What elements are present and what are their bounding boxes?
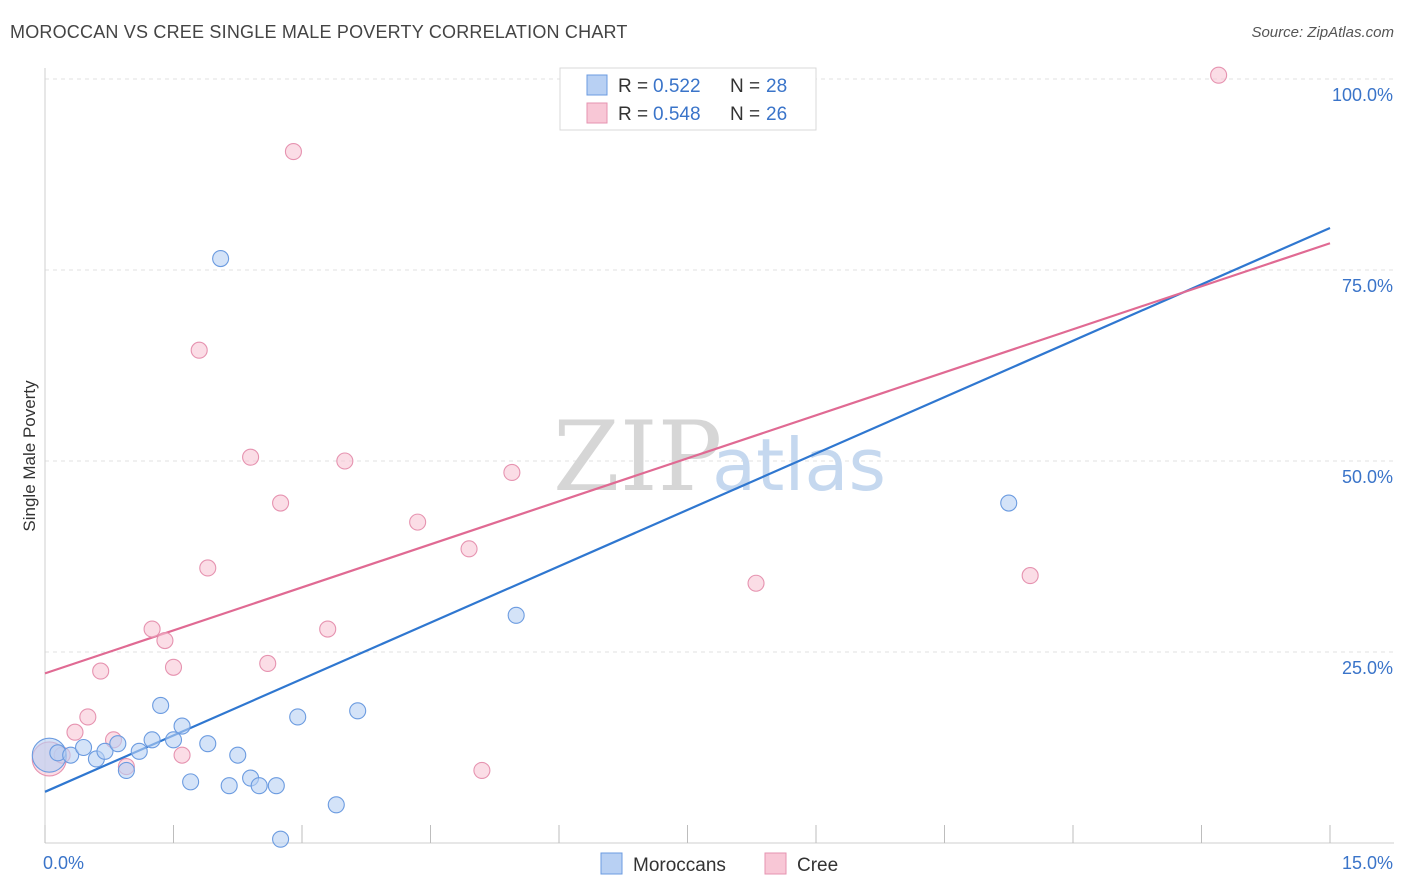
legend-r-value-cree: 0.548 xyxy=(653,104,701,125)
point-cree-22 xyxy=(503,463,521,482)
trend-line-moroccans xyxy=(44,226,1331,793)
point-moroccans-16 xyxy=(220,777,238,795)
bottom-legend-swatch-moroccans xyxy=(600,852,623,875)
point-cree-7 xyxy=(143,620,161,638)
bottom-legend-label-moroccans: Moroccans xyxy=(633,855,726,876)
x-tick-label-0: 0.0% xyxy=(43,853,84,873)
tick-labels: 25.0% 50.0% 75.0% 100.0% 0.0% 15.0% xyxy=(43,85,1393,873)
legend: R = 0.522 N = 28 R = 0.548 N = 26 xyxy=(559,67,817,131)
legend-n-value-moroccans: 28 xyxy=(766,76,787,97)
point-cree-10 xyxy=(173,746,191,764)
point-moroccans-2 xyxy=(62,746,80,764)
point-moroccans-5 xyxy=(96,742,114,760)
grid-layer xyxy=(45,78,1394,653)
point-cree-4 xyxy=(92,662,110,680)
point-moroccans-17 xyxy=(229,746,247,764)
point-moroccans-14 xyxy=(199,735,217,753)
point-cree-18 xyxy=(336,452,354,470)
legend-r-label-moroccans: R = xyxy=(618,76,648,97)
point-cree-8 xyxy=(156,631,174,650)
y-tick-label-0: 25.0% xyxy=(1342,658,1393,678)
legend-r-value-moroccans: 0.522 xyxy=(653,76,701,97)
trend-layer xyxy=(44,226,1331,793)
points-layer xyxy=(31,66,1228,848)
point-moroccans-21 xyxy=(272,830,290,848)
point-moroccans-13 xyxy=(182,773,200,791)
point-moroccans-10 xyxy=(152,696,170,715)
y-tick-label-3: 100.0% xyxy=(1332,85,1393,105)
point-cree-11 xyxy=(190,341,208,359)
point-moroccans-8 xyxy=(130,742,148,760)
x-tick-label-1: 15.0% xyxy=(1342,853,1393,873)
bottom-legend-swatch-cree xyxy=(764,852,787,875)
point-cree-3 xyxy=(79,708,97,726)
point-cree-15 xyxy=(272,494,290,512)
point-moroccans-19 xyxy=(250,777,268,795)
watermark-atlas: atlas xyxy=(712,423,886,507)
point-moroccans-23 xyxy=(327,796,345,814)
point-cree-24 xyxy=(1021,567,1039,585)
point-cree-14 xyxy=(259,654,277,673)
point-cree-9 xyxy=(164,658,183,676)
chart-title: MOROCCAN VS CREE SINGLE MALE POVERTY COR… xyxy=(10,22,628,42)
point-cree-20 xyxy=(460,540,478,558)
point-moroccans-22 xyxy=(289,708,307,726)
point-moroccans-11 xyxy=(164,731,183,749)
point-cree-23 xyxy=(747,574,765,592)
axis-layer xyxy=(44,68,1394,844)
y-axis-title: Single Male Poverty xyxy=(20,380,39,532)
point-moroccans-24 xyxy=(349,702,367,720)
point-moroccans-12 xyxy=(173,717,191,735)
chart-source: Source: ZipAtlas.com xyxy=(1251,24,1394,41)
point-moroccans-3 xyxy=(75,738,93,757)
point-moroccans-27 xyxy=(1000,494,1018,512)
legend-n-label-moroccans: N = xyxy=(730,76,760,97)
point-cree-19 xyxy=(409,513,427,531)
legend-n-value-cree: 26 xyxy=(766,104,787,125)
point-cree-2 xyxy=(66,723,84,741)
point-cree-12 xyxy=(199,559,217,577)
point-cree-13 xyxy=(242,448,260,466)
point-cree-21 xyxy=(473,761,491,779)
point-cree-16 xyxy=(284,143,302,161)
point-moroccans-9 xyxy=(143,731,161,749)
point-cree-17 xyxy=(319,620,337,638)
bottom-legend: Moroccans Cree xyxy=(600,852,838,876)
y-tick-label-2: 75.0% xyxy=(1342,276,1393,296)
legend-swatch-cree xyxy=(586,102,608,124)
watermark-zip: ZIP xyxy=(553,401,722,513)
point-moroccans-6 xyxy=(109,735,127,753)
trend-line-cree xyxy=(44,242,1331,675)
point-moroccans-25 xyxy=(507,606,525,624)
legend-swatch-moroccans xyxy=(586,74,608,96)
legend-n-label-cree: N = xyxy=(730,104,760,125)
point-moroccans-15 xyxy=(212,249,230,268)
point-cree-25 xyxy=(1210,66,1228,84)
point-moroccans-20 xyxy=(267,777,285,795)
point-moroccans-7 xyxy=(117,761,135,779)
bottom-legend-label-cree: Cree xyxy=(797,855,838,876)
legend-r-label-cree: R = xyxy=(618,104,648,125)
y-tick-label-1: 50.0% xyxy=(1342,467,1393,487)
